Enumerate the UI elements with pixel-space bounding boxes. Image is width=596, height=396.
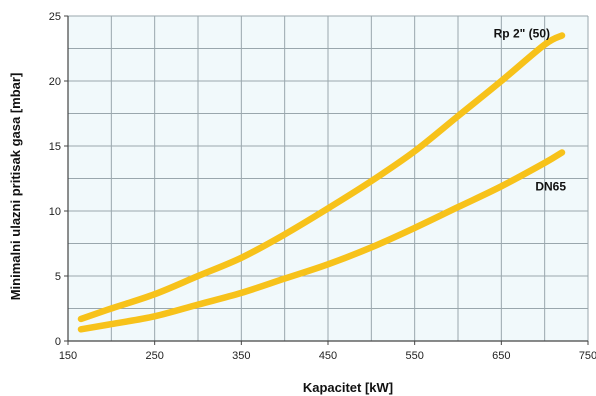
y-tick-label: 5 bbox=[55, 271, 61, 283]
y-tick-label: 20 bbox=[49, 76, 61, 88]
x-tick-label: 150 bbox=[59, 350, 77, 362]
y-tick-label: 15 bbox=[49, 141, 61, 153]
series-line-rp2-50 bbox=[77, 32, 566, 323]
x-tick-label: 350 bbox=[232, 350, 250, 362]
grid bbox=[67, 15, 589, 342]
y-tick-label: 0 bbox=[55, 336, 61, 348]
x-tick-label: 750 bbox=[579, 350, 596, 362]
y-tick-label: 10 bbox=[49, 206, 61, 218]
tick-labels: 150 250 350 450 550 650 750 0 5 10 15 20 25 bbox=[49, 11, 596, 362]
y-axis-title: Minimalni ulazni pritisak gasa [mbar] bbox=[8, 73, 23, 301]
series-group bbox=[77, 32, 566, 333]
series-label-dn65: DN65 bbox=[535, 180, 566, 194]
series-label-rp2-50: Rp 2" (50) bbox=[494, 27, 550, 41]
x-tick-label: 250 bbox=[145, 350, 163, 362]
y-tick-label: 25 bbox=[49, 11, 61, 23]
x-tick-label: 450 bbox=[319, 350, 337, 362]
series-labels: Rp 2" (50) DN65 bbox=[494, 27, 567, 194]
x-axis-title: Kapacitet [kW] bbox=[303, 380, 393, 395]
x-tick-label: 650 bbox=[492, 350, 510, 362]
x-tick-label: 550 bbox=[405, 350, 423, 362]
series-line-dn65 bbox=[77, 149, 566, 333]
